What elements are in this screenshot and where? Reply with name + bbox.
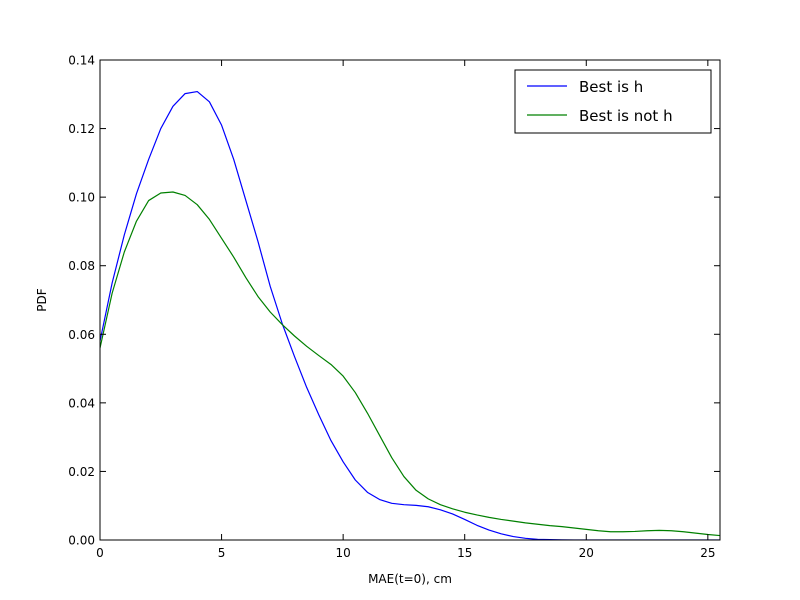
y-tick-label: 0.14: [68, 54, 95, 68]
legend-label-best-is-h: Best is h: [579, 78, 643, 96]
y-tick-label: 0.12: [68, 122, 95, 136]
y-tick-label: 0.00: [68, 534, 95, 548]
y-axis-label: PDF: [35, 288, 49, 311]
x-tick-label: 10: [335, 546, 350, 560]
legend-box: [514, 69, 712, 134]
x-axis-ticks: 0 5 10 15 20 25: [96, 60, 715, 560]
y-tick-label: 0.10: [68, 191, 95, 205]
legend: Best is h Best is not h: [514, 69, 712, 134]
series-layer: [100, 90, 720, 540]
x-tick-label: 0: [96, 546, 104, 560]
y-tick-label: 0.02: [68, 465, 95, 479]
x-tick-label: 15: [457, 546, 472, 560]
x-tick-label: 20: [579, 546, 594, 560]
x-tick-label: 5: [218, 546, 226, 560]
axes-frame: [99, 59, 721, 541]
y-tick-label: 0.06: [68, 328, 95, 342]
series-line-best-is-h: [100, 90, 720, 540]
x-tick-label: 25: [700, 546, 715, 560]
x-axis-label: MAE(t=0), cm: [368, 572, 452, 586]
y-tick-label: 0.08: [68, 259, 95, 273]
y-tick-label: 0.04: [68, 396, 95, 410]
legend-label-best-is-not-h: Best is not h: [579, 107, 673, 125]
series-line-best-is-not-h: [100, 191, 720, 537]
y-axis-ticks: 0.00 0.02 0.04 0.06 0.08 0.10 0.12 0.14: [68, 54, 720, 548]
